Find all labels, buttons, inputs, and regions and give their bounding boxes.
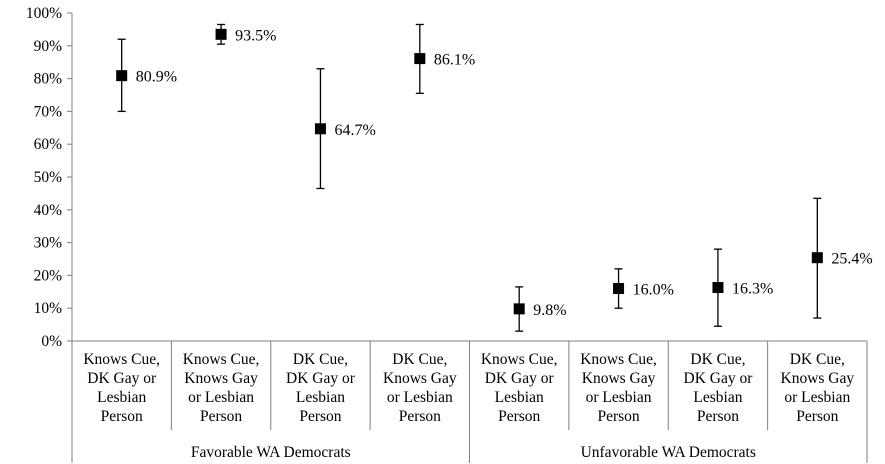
y-tick-label: 90% [34,38,63,55]
category-axis: Knows Cue, DK Gay or Lesbian Person Knows Cu… [71,341,868,463]
category-label: Knows Cue, [83,351,160,368]
category-label: Person [597,408,639,425]
category-label: DK Cue, [392,351,447,368]
category-label: DK Gay or [87,370,157,387]
group-label: Favorable WA Democrats [191,444,351,461]
y-axis-ticks: 0% 10% 20% 30% 40% 50% 60% 70% 80% 90% 100% [26,5,72,350]
data-point [513,303,525,315]
category-label: Knows Cue, [183,351,260,368]
data-point [414,53,426,65]
category-label: Person [200,408,242,425]
category-label: Knows Cue, [481,351,558,368]
category-label: Knows Gay [781,370,855,387]
y-tick-label: 70% [34,103,63,120]
category-label: DK Gay or [286,370,356,387]
category-label: or Lesbian [784,389,850,406]
category-label: Person [299,408,341,425]
category-label: Person [796,408,838,425]
y-tick-label: 30% [34,235,63,252]
data-marks: 80.9% 93.5% 64.7% 86.1% 9.8% 16.0% 16.3% 25.4% [116,23,873,332]
data-label: 64.7% [334,122,375,139]
y-tick-label: 60% [34,136,63,153]
category-label: Lesbian [296,389,345,406]
category-label: DK Cue, [690,351,745,368]
group-label: Unfavorable WA Democrats [581,444,756,461]
category-label: DK Cue, [790,351,845,368]
category-label: or Lesbian [387,389,453,406]
data-point [712,282,724,294]
y-tick-label: 20% [34,267,63,284]
category-label: Person [498,408,540,425]
data-label: 93.5% [235,27,276,44]
data-label: 16.0% [633,282,674,299]
category-label: or Lesbian [188,389,254,406]
category-label: Knows Cue, [580,351,657,368]
category-label: Person [697,408,739,425]
data-point [215,28,227,40]
data-point [116,70,128,82]
y-tick-label: 100% [26,5,62,22]
category-label: Lesbian [693,389,742,406]
data-point [314,123,326,135]
data-label: 80.9% [136,69,177,86]
category-label: Person [101,408,143,425]
category-label: DK Cue, [293,351,348,368]
y-tick-label: 40% [34,202,63,219]
y-tick-label: 50% [34,169,63,186]
data-point [613,283,625,295]
y-tick-label: 0% [41,333,62,350]
data-label: 16.3% [732,281,773,298]
category-label: Knows Gay [184,370,258,387]
category-label: Lesbian [97,389,146,406]
category-label: Person [399,408,441,425]
category-label: Lesbian [495,389,544,406]
category-label: Knows Gay [582,370,656,387]
y-tick-label: 80% [34,71,63,88]
category-label: DK Gay or [684,370,754,387]
data-label: 9.8% [533,302,566,319]
category-label: DK Gay or [485,370,555,387]
data-point [811,252,823,264]
category-label: or Lesbian [586,389,652,406]
data-label: 25.4% [831,251,872,268]
y-tick-label: 10% [34,300,63,317]
category-label: Knows Gay [383,370,457,387]
data-label: 86.1% [434,52,475,69]
